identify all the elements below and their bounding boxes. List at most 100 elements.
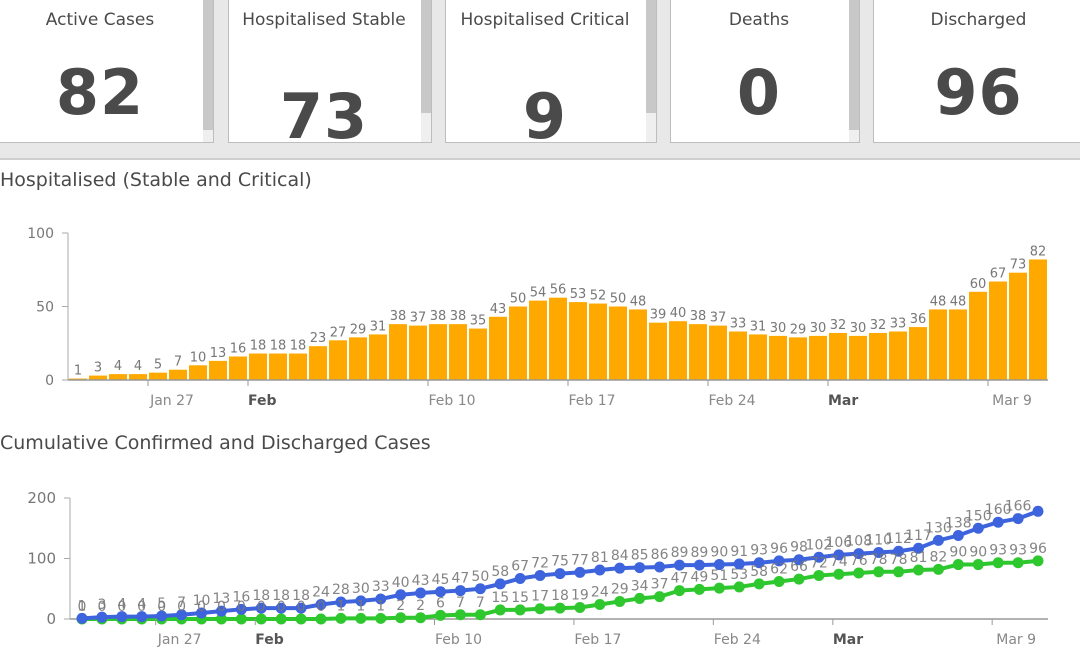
data-point-confirmed (255, 602, 267, 614)
data-label-discharged: 0 (137, 599, 146, 615)
card-scrollbar[interactable] (203, 0, 213, 142)
data-point-confirmed (773, 555, 785, 567)
data-point-confirmed (474, 583, 486, 595)
data-label-confirmed: 138 (945, 516, 972, 532)
bar-chart-title: Hospitalised (Stable and Critical) (0, 169, 312, 191)
data-point-confirmed (355, 595, 367, 607)
bar (869, 332, 887, 380)
bar (469, 328, 487, 380)
card-value: 82 (55, 56, 145, 129)
bar (749, 334, 767, 380)
card-scrollbar[interactable] (646, 0, 656, 142)
data-point-discharged (952, 559, 964, 571)
data-label-discharged: 1 (376, 598, 385, 614)
bar-value-label: 18 (290, 339, 307, 354)
card-title: Discharged (930, 10, 1027, 30)
data-label-confirmed: 96 (770, 541, 788, 557)
bar-value-label: 7 (174, 355, 182, 370)
data-label-confirmed: 91 (730, 544, 748, 560)
data-label-confirmed: 108 (845, 534, 872, 550)
bar (789, 337, 807, 380)
x-tick-label: Mar (833, 632, 863, 648)
bar-value-label: 5 (154, 358, 162, 373)
data-point-confirmed (435, 586, 446, 598)
data-point-confirmed (932, 534, 944, 546)
data-label-confirmed: 106 (825, 535, 852, 551)
data-label-confirmed: 89 (691, 545, 709, 561)
x-tick-label: Feb 10 (428, 393, 475, 409)
card-value: 9 (522, 80, 568, 143)
data-label-discharged: 24 (591, 584, 609, 600)
bar-value-label: 1 (74, 364, 82, 379)
bar (589, 303, 607, 380)
data-point-discharged (514, 604, 526, 616)
data-point-discharged (594, 598, 606, 610)
data-label-discharged: 0 (317, 599, 326, 615)
bar (389, 324, 407, 380)
bar-value-label: 53 (570, 287, 587, 302)
bar (649, 322, 667, 380)
data-point-discharged (275, 613, 287, 625)
x-tick-label: Jan 27 (157, 632, 202, 648)
card-scrollbar[interactable] (421, 0, 431, 142)
data-label-confirmed: 166 (1005, 499, 1032, 515)
data-point-confirmed (275, 602, 287, 614)
data-point-discharged (853, 567, 865, 579)
data-label-discharged: 18 (551, 588, 569, 604)
data-point-confirmed (793, 554, 805, 566)
data-label-discharged: 78 (870, 552, 888, 568)
bar-value-label: 30 (850, 321, 867, 336)
bar-value-label: 39 (650, 308, 667, 323)
data-point-confirmed (873, 546, 885, 558)
data-label-confirmed: 45 (432, 572, 450, 588)
bar (209, 360, 227, 380)
x-tick-label: Feb (248, 393, 277, 409)
data-label-discharged: 0 (97, 599, 106, 615)
card-title: Hospitalised Stable (242, 10, 406, 30)
bar-value-label: 48 (630, 294, 647, 309)
data-point-confirmed (674, 559, 685, 571)
data-label-confirmed: 81 (591, 550, 609, 566)
data-label-confirmed: 16 (232, 589, 250, 605)
bar-value-label: 29 (790, 322, 807, 337)
data-label-confirmed: 160 (985, 502, 1012, 518)
data-point-confirmed (335, 596, 347, 608)
bar (1029, 259, 1047, 380)
x-tick-label: Mar 9 (996, 632, 1036, 648)
bar-value-label: 18 (270, 339, 287, 354)
data-point-confirmed (594, 564, 606, 576)
data-label-confirmed: 150 (965, 508, 992, 524)
data-label-discharged: 19 (571, 588, 589, 604)
data-point-confirmed (554, 568, 566, 580)
bar-value-label: 32 (870, 318, 887, 333)
data-label-confirmed: 33 (372, 579, 390, 595)
data-point-confirmed (96, 611, 108, 623)
bar-value-label: 27 (330, 325, 347, 340)
bar (549, 297, 567, 380)
data-point-confirmed (156, 610, 168, 622)
data-label-confirmed: 90 (710, 545, 728, 561)
data-point-confirmed (654, 561, 666, 573)
x-tick-label: Mar 9 (992, 393, 1032, 409)
bar-value-label: 50 (510, 292, 527, 307)
bar (829, 332, 847, 380)
data-label-confirmed: 28 (332, 582, 350, 598)
data-point-discharged (614, 595, 626, 607)
data-point-discharged (335, 612, 347, 624)
card-hospitalised-critical: Hospitalised Critical 9 (445, 0, 657, 143)
data-point-confirmed (853, 548, 865, 560)
bar-value-label: 38 (430, 309, 447, 324)
data-label-discharged: 53 (730, 567, 748, 583)
data-label-discharged: 1 (356, 598, 365, 614)
bar-value-label: 40 (670, 306, 687, 321)
data-label-discharged: 93 (1009, 543, 1027, 559)
card-active-cases: Active Cases 82 (0, 0, 214, 143)
bar-value-label: 38 (450, 309, 467, 324)
bar-value-label: 54 (530, 286, 547, 301)
bar-value-label: 33 (730, 316, 747, 331)
data-point-discharged (235, 613, 247, 625)
card-scrollbar[interactable] (849, 0, 859, 142)
data-label-discharged: 0 (217, 599, 226, 615)
data-point-discharged (654, 591, 666, 603)
data-point-confirmed (454, 585, 466, 597)
